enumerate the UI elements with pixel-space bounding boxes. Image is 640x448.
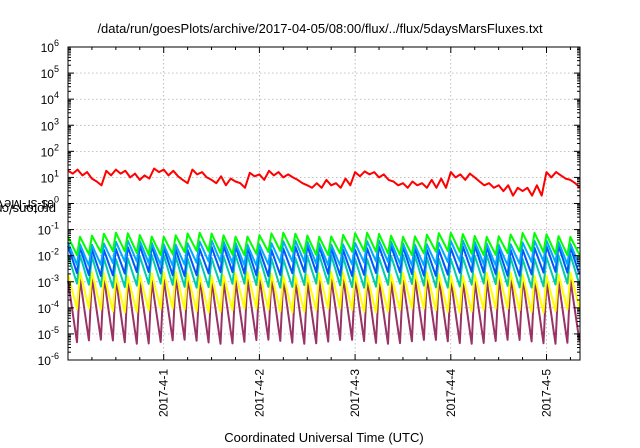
y-tick-label: 102 [41, 142, 59, 159]
y-tick-label: 105 [41, 64, 59, 81]
x-tick-label: 2017-4-2 [252, 369, 266, 417]
series-group [67, 167, 581, 345]
x-tick-label: 2017-4-5 [540, 369, 554, 417]
y-tick-label: 10-3 [38, 273, 59, 290]
x-tick-label: 2017-4-1 [157, 369, 171, 417]
y-tick-label: 106 [41, 38, 59, 55]
x-axis-label: Coordinated Universal Time (UTC) [224, 430, 424, 445]
y-tick-label: 103 [41, 116, 59, 133]
y-axis: 10-6 10-5 10-4 10-3 10-2 10-1 100 101 102 103 104 1… [38, 38, 580, 368]
series-line [67, 244, 581, 277]
y-tick-label: 10-6 [38, 351, 59, 368]
y-tick-label: 100 [41, 195, 59, 212]
series-line [67, 270, 581, 314]
y-tick-label: 10-2 [38, 247, 59, 264]
y-tick-label: 104 [41, 90, 59, 107]
x-tick-label: 2017-4-3 [348, 369, 362, 417]
y-tick-label: 101 [41, 168, 59, 185]
y-tick-label: 10-4 [38, 299, 59, 316]
grid [68, 47, 580, 360]
chart-title: /data/run/goesPlots/archive/2017-04-05/0… [97, 21, 543, 36]
y-tick-label: 10-5 [38, 325, 59, 342]
series-line [67, 239, 581, 267]
series-line [67, 231, 581, 257]
series-line [67, 167, 581, 197]
x-axis: 2017-4-1 2017-4-2 2017-4-3 2017-4-4 2017-4-5 [91, 47, 571, 417]
series-line [67, 253, 581, 289]
y-tick-label: 10-1 [38, 221, 59, 238]
x-tick-label: 2017-4-4 [444, 369, 458, 417]
series-line [67, 276, 581, 345]
